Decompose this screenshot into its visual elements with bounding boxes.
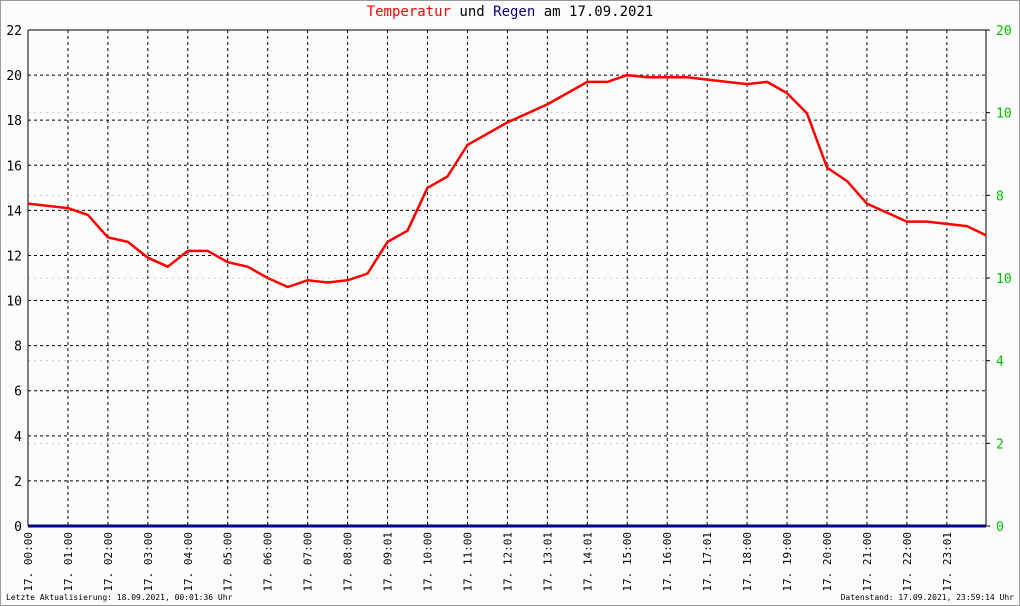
title-date: am 17.09.2021	[543, 4, 654, 20]
x-tick-label: 17. 19:00	[781, 532, 794, 592]
y-left-tick-label: 6	[14, 385, 22, 400]
x-tick-label: 17. 22:00	[901, 532, 914, 592]
y-left-tick-label: 12	[6, 249, 22, 264]
y-left-tick-label: 8	[14, 340, 22, 355]
x-tick-label: 17. 04:00	[182, 532, 195, 592]
x-tick-label: 17. 06:00	[262, 532, 275, 592]
x-tick-label: 17. 02:00	[102, 532, 115, 592]
x-tick-label: 17. 01:00	[62, 532, 75, 592]
x-tick-label: 17. 18:00	[741, 532, 754, 592]
y-left-tick-label: 2	[14, 475, 22, 490]
x-tick-label: 17. 23:01	[941, 532, 954, 592]
y-right-tick-label: 0	[996, 520, 1004, 535]
y-right-tick-label: 10	[996, 272, 1012, 287]
y-left-tick-label: 16	[6, 159, 22, 174]
x-tick-label: 17. 07:00	[302, 532, 315, 592]
x-tick-label: 17. 15:00	[621, 532, 634, 592]
y-right-tick-label: 10	[996, 107, 1012, 122]
series-temperatur-line	[27, 73, 987, 289]
x-tick-label: 17. 14:01	[581, 532, 594, 592]
last-update-text: Letzte Aktualisierung: 18.09.2021, 00:01…	[6, 593, 233, 602]
y-left-tick-label: 18	[6, 114, 22, 129]
x-tick-label: 17. 05:00	[222, 532, 235, 592]
chart-title: Temperatur und Regen am 17.09.2021	[0, 4, 1020, 20]
x-tick-label: 17. 09:01	[382, 532, 395, 592]
x-tick-label: 17. 10:00	[421, 532, 434, 592]
y-left-tick-label: 4	[14, 430, 22, 445]
y-left-tick-label: 22	[6, 24, 22, 39]
y-right-tick-label: 4	[996, 355, 1004, 370]
title-temperature: Temperatur	[366, 4, 451, 20]
x-tick-label: 17. 12:01	[501, 532, 514, 592]
y-left-tick-label: 14	[6, 204, 22, 219]
x-tick-label: 17. 13:01	[541, 532, 554, 592]
x-tick-label: 17. 16:00	[661, 532, 674, 592]
x-tick-label: 17. 00:00	[22, 532, 35, 592]
title-rain: Regen	[493, 4, 536, 20]
title-and: und	[459, 4, 485, 20]
x-tick-label: 17. 17:01	[701, 532, 714, 592]
x-tick-label: 17. 20:00	[821, 532, 834, 592]
x-tick-label: 17. 08:00	[342, 532, 355, 592]
x-tick-label: 17. 11:00	[461, 532, 474, 592]
y-left-tick-label: 0	[14, 520, 22, 535]
y-right-tick-label: 8	[996, 189, 1004, 204]
y-left-tick-label: 10	[6, 295, 22, 310]
x-tick-label: 17. 21:00	[861, 532, 874, 592]
x-tick-label: 17. 03:00	[142, 532, 155, 592]
y-left-tick-label: 20	[6, 69, 22, 84]
y-right-tick-label: 20	[996, 24, 1012, 39]
y-right-tick-label: 2	[996, 437, 1004, 452]
data-status-text: Datenstand: 17.09.2021, 23:59:14 Uhr	[840, 593, 1014, 602]
